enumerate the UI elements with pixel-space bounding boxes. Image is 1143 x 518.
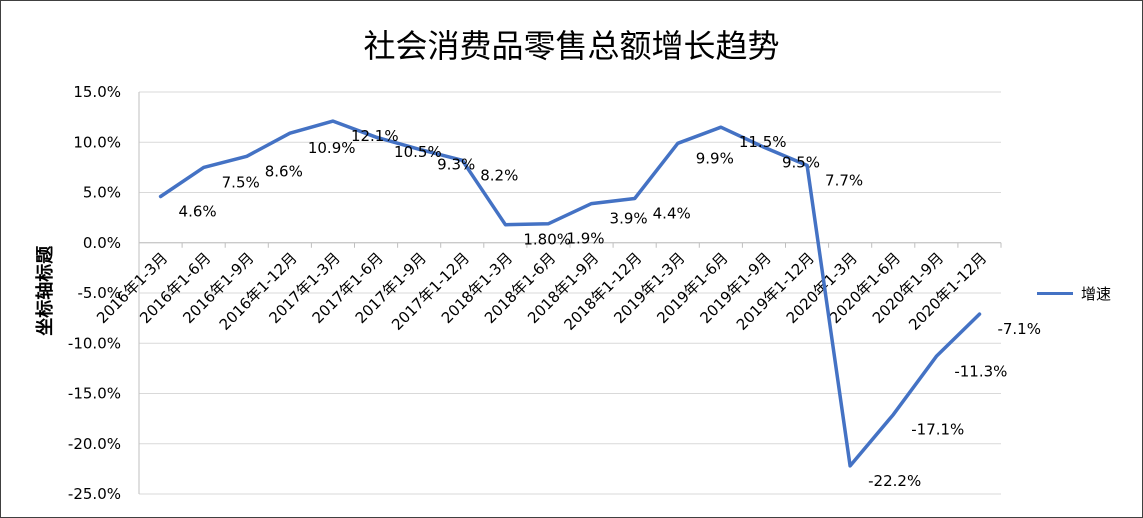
y-tick-label: 15.0%: [73, 83, 121, 101]
data-label: 7.5%: [222, 173, 260, 191]
y-tick-label: -20.0%: [68, 435, 121, 453]
chart-title: 社会消费品零售总额增长趋势: [363, 27, 780, 65]
data-label: 4.6%: [179, 203, 217, 221]
data-label: 3.9%: [610, 210, 648, 228]
data-label: 10.9%: [308, 139, 356, 157]
y-tick-label: -5.0%: [77, 284, 121, 302]
y-axis-title: 坐标轴标题: [34, 245, 56, 336]
legend-label: 增速: [1081, 285, 1112, 303]
data-label: 12.1%: [351, 127, 399, 145]
y-tick-label: -10.0%: [68, 334, 121, 352]
series-line: [158, 119, 982, 468]
y-tick-label: -15.0%: [68, 385, 121, 403]
data-label: 7.7%: [825, 171, 863, 189]
data-label: 9.9%: [696, 149, 734, 167]
y-tick-label: 5.0%: [83, 184, 121, 202]
data-label: 1.80%: [523, 231, 571, 249]
legend-swatch: [1037, 292, 1073, 295]
y-tick-label: -25.0%: [68, 485, 121, 503]
data-label: 9.3%: [437, 155, 475, 173]
data-label: -11.3%: [954, 362, 1007, 380]
data-label: 9.5%: [782, 153, 820, 171]
data-label: 8.6%: [265, 162, 303, 180]
data-label: -22.2%: [868, 472, 921, 490]
y-tick-label: 10.0%: [73, 133, 121, 151]
data-label: 10.5%: [394, 143, 442, 161]
x-tick-label: 2020年1-12月: [905, 249, 990, 334]
data-label: -17.1%: [911, 421, 964, 439]
data-label: 4.4%: [653, 205, 691, 223]
data-label: 11.5%: [739, 133, 787, 151]
data-label: 1.9%: [566, 230, 604, 248]
data-label: -7.1%: [997, 320, 1041, 338]
y-tick-label: 0.0%: [83, 234, 121, 252]
data-label: 8.2%: [480, 166, 518, 184]
legend: 增速: [1037, 283, 1111, 304]
